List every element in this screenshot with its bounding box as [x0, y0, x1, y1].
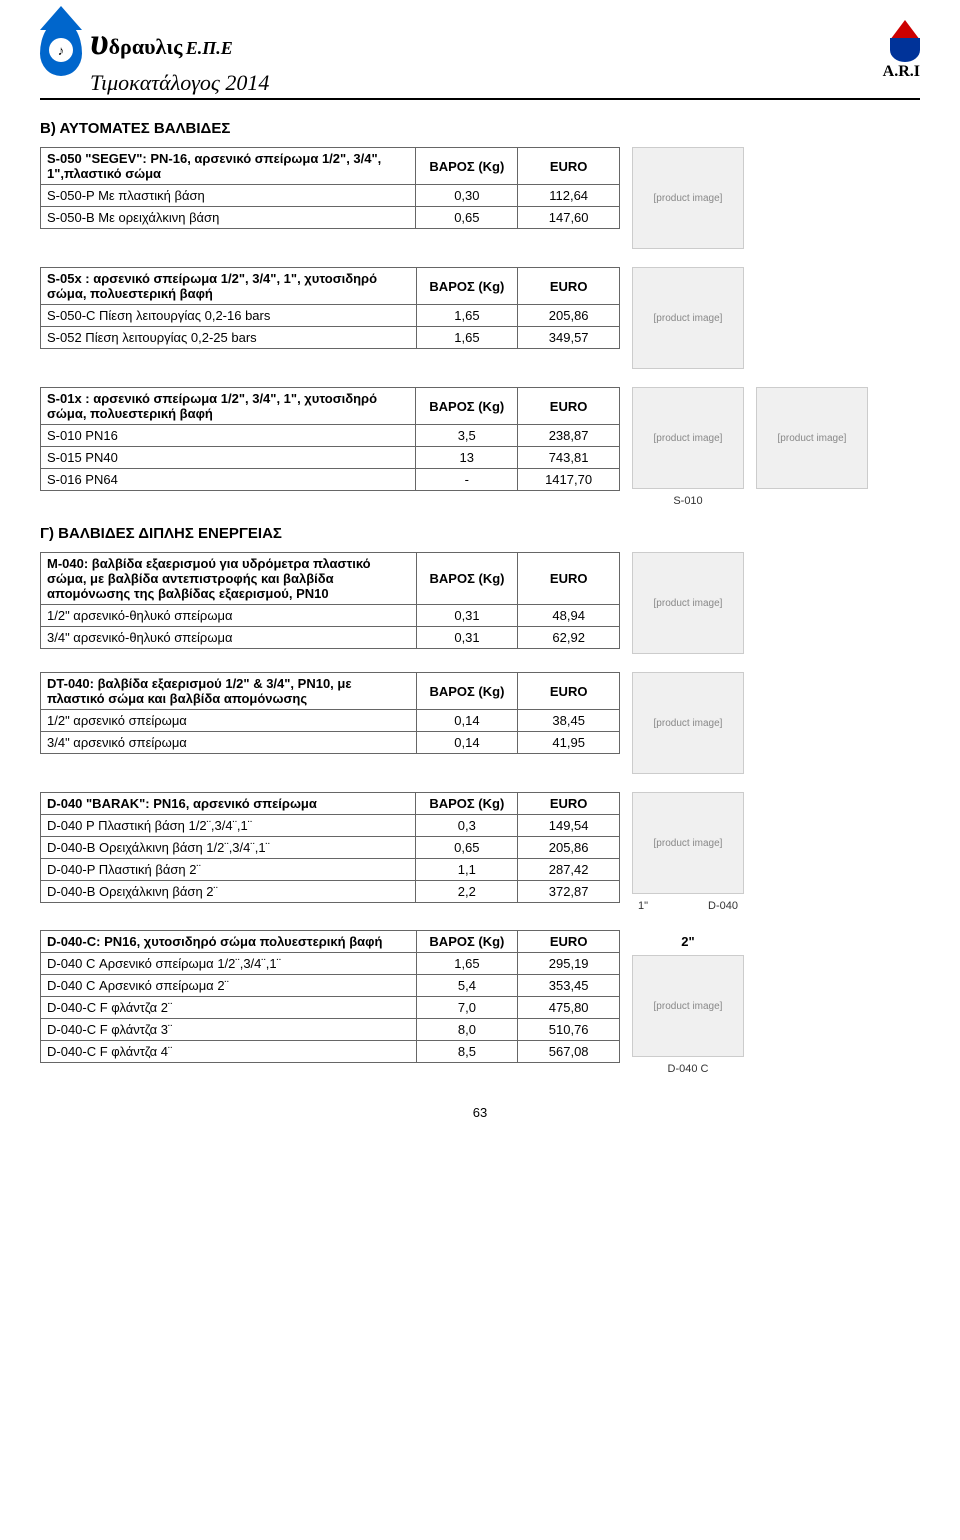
- table-row: D-040-B Ορειχάλκινη βάση 2¨ 2,2 372,87: [41, 881, 620, 903]
- table-s05x: S-05x : αρσενικό σπείρωμα 1/2", 3/4", 1"…: [40, 267, 620, 349]
- product-image-label: D-040 C: [668, 1063, 709, 1075]
- brand-u: υ: [90, 21, 109, 63]
- table-header-desc: S-05x : αρσενικό σπείρωμα 1/2", 3/4", 1"…: [41, 268, 417, 305]
- table-row: D-040-B Ορειχάλκινη βάση 1/2¨,3/4¨,1¨ 0,…: [41, 837, 620, 859]
- product-image: [product image]: [632, 387, 744, 489]
- brand-suffix: Ε.Π.Ε: [186, 38, 233, 58]
- table-header-desc: D-040-C: PN16, χυτοσιδηρό σώμα πολυεστερ…: [41, 931, 417, 953]
- table-header-weight: ΒΑΡΟΣ (Kg): [416, 673, 518, 710]
- product-image-label: D-040: [708, 900, 738, 912]
- table-row: 3/4" αρσενικό-θηλυκό σπείρωμα 0,31 62,92: [41, 627, 620, 649]
- table-row: S-050-B Με ορειχάλκινη βάση 0,65 147,60: [41, 207, 620, 229]
- table-header-price: EURO: [518, 793, 620, 815]
- table-row: D-040 C Αρσενικό σπείρωμα 1/2¨,3/4¨,1¨ 1…: [41, 953, 620, 975]
- table-dt040: DT-040: βαλβίδα εξαερισμού 1/2" & 3/4", …: [40, 672, 620, 754]
- table-row: 3/4" αρσενικό σπείρωμα 0,14 41,95: [41, 732, 620, 754]
- table-row: 1/2" αρσενικό σπείρωμα 0,14 38,45: [41, 710, 620, 732]
- table-row: S-050-C Πίεση λειτουργίας 0,2-16 bars 1,…: [41, 305, 620, 327]
- brand-drop-icon: ♪: [40, 20, 82, 76]
- brand-logo-right: A.R.I: [883, 20, 920, 81]
- table-row: D-040-C F φλάντζα 2¨ 7,0 475,80: [41, 997, 620, 1019]
- table-header-desc: S-01x : αρσενικό σπείρωμα 1/2", 3/4", 1"…: [41, 388, 416, 425]
- product-image: [product image]: [632, 552, 744, 654]
- table-row: D-040-C F φλάντζα 3¨ 8,0 510,76: [41, 1019, 620, 1041]
- product-image: [product image]: [756, 387, 868, 489]
- table-row: D-040 P Πλαστική βάση 1/2¨,3/4¨,1¨ 0,3 1…: [41, 815, 620, 837]
- brand-logo-left: ♪ υδραυλις Ε.Π.Ε Τιμοκατάλογος 2014: [40, 20, 269, 96]
- table-d040: D-040 "BARAK": PN16, αρσενικό σπείρωμα Β…: [40, 792, 620, 903]
- table-header-weight: ΒΑΡΟΣ (Kg): [416, 553, 518, 605]
- product-image: [product image]: [632, 147, 744, 249]
- table-row: S-015 PN40 13 743,81: [41, 447, 620, 469]
- table-header-price: EURO: [518, 148, 620, 185]
- ari-text: A.R.I: [883, 63, 920, 81]
- table-header-weight: ΒΑΡΟΣ (Kg): [416, 793, 518, 815]
- ari-drop-icon: [890, 20, 920, 60]
- table-row: S-010 PN16 3,5 238,87: [41, 425, 620, 447]
- table-header-price: EURO: [518, 931, 620, 953]
- page-number: 63: [40, 1105, 920, 1120]
- table-row: D-040 C Αρσενικό σπείρωμα 2¨ 5,4 353,45: [41, 975, 620, 997]
- table-s01x: S-01x : αρσενικό σπείρωμα 1/2", 3/4", 1"…: [40, 387, 620, 491]
- brand-rest: δραυλις: [109, 34, 183, 59]
- section-b-title: Β) ΑΥΤΟΜΑΤΕΣ ΒΑΛΒΙΔΕΣ: [40, 120, 920, 137]
- table-header-desc: M-040: βαλβίδα εξαερισμού για υδρόμετρα …: [41, 553, 417, 605]
- table-header-weight: ΒΑΡΟΣ (Kg): [416, 931, 518, 953]
- table-row: S-050-P Με πλαστική βάση 0,30 112,64: [41, 185, 620, 207]
- table-row: 1/2" αρσενικό-θηλυκό σπείρωμα 0,31 48,94: [41, 605, 620, 627]
- table-header-price: EURO: [518, 553, 620, 605]
- table-header-weight: ΒΑΡΟΣ (Kg): [416, 148, 518, 185]
- table-row: D-040-P Πλαστική βάση 2¨ 1,1 287,42: [41, 859, 620, 881]
- product-image: [product image]: [632, 792, 744, 894]
- table-row: S-016 PN64 - 1417,70: [41, 469, 620, 491]
- product-image-label: S-010: [673, 495, 702, 507]
- page-subtitle: Τιμοκατάλογος 2014: [90, 70, 269, 96]
- table-header-price: EURO: [518, 673, 620, 710]
- table-header-weight: ΒΑΡΟΣ (Kg): [416, 268, 518, 305]
- table-s050: S-050 "SEGEV": PN-16, αρσενικό σπείρωμα …: [40, 147, 620, 229]
- product-image-label: 1": [638, 900, 648, 912]
- product-image: [product image]: [632, 672, 744, 774]
- section-g-title: Γ) ΒΑΛΒΙΔΕΣ ΔΙΠΛΗΣ ΕΝΕΡΓΕΙΑΣ: [40, 525, 920, 542]
- table-header-desc: S-050 "SEGEV": PN-16, αρσενικό σπείρωμα …: [41, 148, 416, 185]
- table-header-desc: DT-040: βαλβίδα εξαερισμού 1/2" & 3/4", …: [41, 673, 417, 710]
- product-image: [product image]: [632, 955, 744, 1057]
- brand-text: υδραυλις Ε.Π.Ε Τιμοκατάλογος 2014: [90, 20, 269, 96]
- table-row: S-052 Πίεση λειτουργίας 0,2-25 bars 1,65…: [41, 327, 620, 349]
- table-header-price: EURO: [518, 388, 620, 425]
- table-row: D-040-C F φλάντζα 4¨ 8,5 567,08: [41, 1041, 620, 1063]
- product-image: [product image]: [632, 267, 744, 369]
- table-d040c: D-040-C: PN16, χυτοσιδηρό σώμα πολυεστερ…: [40, 930, 620, 1063]
- page-header: ♪ υδραυλις Ε.Π.Ε Τιμοκατάλογος 2014 A.R.…: [40, 20, 920, 100]
- table-m040: M-040: βαλβίδα εξαερισμού για υδρόμετρα …: [40, 552, 620, 649]
- table-header-desc: D-040 "BARAK": PN16, αρσενικό σπείρωμα: [41, 793, 416, 815]
- side-label: 2": [681, 934, 694, 949]
- table-header-weight: ΒΑΡΟΣ (Kg): [416, 388, 518, 425]
- table-header-price: EURO: [518, 268, 620, 305]
